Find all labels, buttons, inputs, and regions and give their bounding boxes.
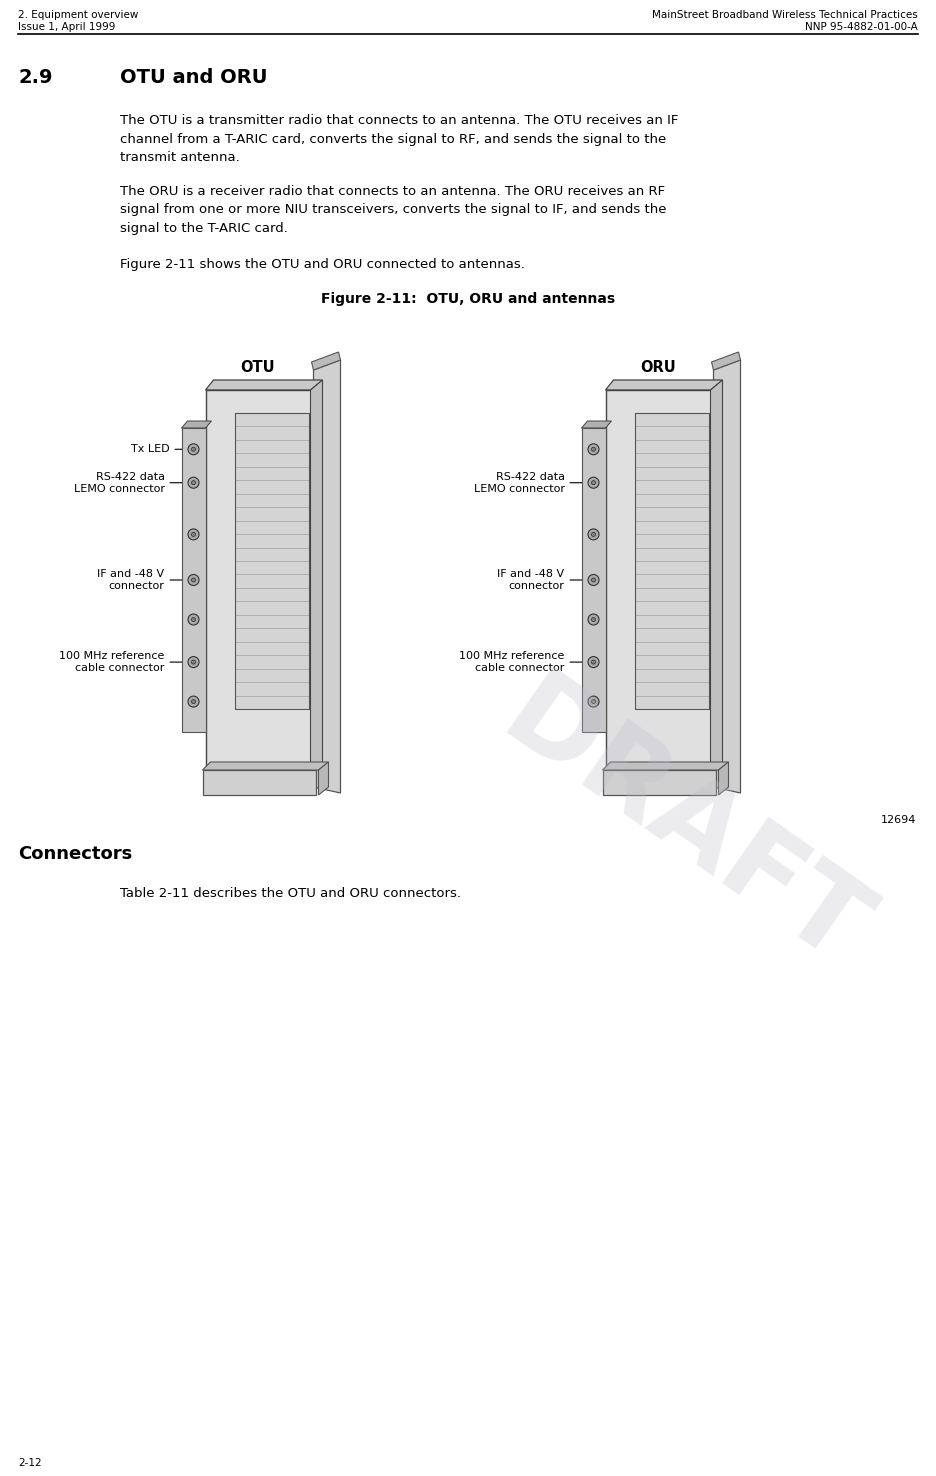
Bar (202, 770, 315, 796)
Circle shape (188, 657, 199, 667)
Text: 100 MHz reference
cable connector: 100 MHz reference cable connector (59, 651, 189, 673)
Circle shape (588, 477, 599, 489)
Circle shape (192, 447, 196, 452)
Circle shape (192, 617, 196, 621)
Polygon shape (603, 762, 728, 770)
Polygon shape (711, 351, 740, 370)
Polygon shape (581, 421, 611, 428)
Circle shape (592, 481, 595, 484)
Text: OTU: OTU (241, 360, 275, 375)
Text: RS-422 data
LEMO connector: RS-422 data LEMO connector (474, 472, 590, 493)
Polygon shape (206, 379, 323, 390)
Polygon shape (312, 351, 341, 370)
Polygon shape (314, 360, 341, 793)
Text: Connectors: Connectors (18, 844, 132, 863)
Circle shape (592, 447, 595, 452)
Circle shape (588, 574, 599, 586)
Circle shape (192, 579, 196, 582)
Text: Table 2-11 describes the OTU and ORU connectors.: Table 2-11 describes the OTU and ORU con… (120, 887, 461, 900)
Text: The OTU is a transmitter radio that connects to an antenna. The OTU receives an : The OTU is a transmitter radio that conn… (120, 114, 679, 164)
Bar (182, 428, 206, 732)
Circle shape (592, 579, 595, 582)
Text: 12694: 12694 (881, 815, 916, 825)
Text: The ORU is a receiver radio that connects to an antenna. The ORU receives an RF
: The ORU is a receiver radio that connect… (120, 184, 666, 235)
Polygon shape (606, 379, 723, 390)
Polygon shape (311, 379, 323, 770)
Text: IF and -48 V
connector: IF and -48 V connector (497, 570, 590, 590)
Polygon shape (202, 762, 329, 770)
Circle shape (592, 660, 595, 664)
Circle shape (188, 528, 199, 540)
Text: Figure 2-11:  OTU, ORU and antennas: Figure 2-11: OTU, ORU and antennas (321, 292, 615, 306)
Polygon shape (719, 762, 728, 796)
Text: 100 MHz reference
cable connector: 100 MHz reference cable connector (460, 651, 590, 673)
Text: 2.9: 2.9 (18, 68, 52, 87)
Circle shape (188, 697, 199, 707)
Bar (635, 413, 709, 708)
Circle shape (188, 574, 199, 586)
Circle shape (592, 533, 595, 536)
Text: MainStreet Broadband Wireless Technical Practices: MainStreet Broadband Wireless Technical … (652, 10, 918, 21)
Text: 2. Equipment overview: 2. Equipment overview (18, 10, 139, 21)
Circle shape (192, 533, 196, 536)
Text: 2-12: 2-12 (18, 1458, 41, 1469)
Bar (235, 413, 309, 708)
Circle shape (592, 700, 595, 704)
Bar (606, 390, 710, 770)
Circle shape (588, 697, 599, 707)
Bar (635, 413, 709, 708)
Circle shape (588, 528, 599, 540)
Polygon shape (318, 762, 329, 796)
Text: NNP 95-4882-01-00-A: NNP 95-4882-01-00-A (805, 22, 918, 32)
Circle shape (588, 657, 599, 667)
Text: DRAFT: DRAFT (482, 664, 885, 989)
Text: Tx LED: Tx LED (131, 444, 189, 455)
Circle shape (188, 444, 199, 455)
Polygon shape (710, 379, 723, 770)
Bar (206, 390, 311, 770)
Text: Figure 2-11 shows the OTU and ORU connected to antennas.: Figure 2-11 shows the OTU and ORU connec… (120, 258, 525, 272)
Circle shape (188, 614, 199, 624)
Circle shape (588, 614, 599, 624)
Text: ORU: ORU (640, 360, 676, 375)
Polygon shape (713, 360, 740, 793)
Bar (581, 428, 606, 732)
Bar (235, 413, 309, 708)
Circle shape (192, 660, 196, 664)
Circle shape (592, 617, 595, 621)
Circle shape (188, 477, 199, 489)
Text: RS-422 data
LEMO connector: RS-422 data LEMO connector (74, 472, 189, 493)
Circle shape (192, 481, 196, 484)
Text: IF and -48 V
connector: IF and -48 V connector (97, 570, 189, 590)
Text: Issue 1, April 1999: Issue 1, April 1999 (18, 22, 115, 32)
Circle shape (588, 444, 599, 455)
Bar (603, 770, 715, 796)
Circle shape (192, 700, 196, 704)
Text: OTU and ORU: OTU and ORU (120, 68, 268, 87)
Polygon shape (182, 421, 212, 428)
